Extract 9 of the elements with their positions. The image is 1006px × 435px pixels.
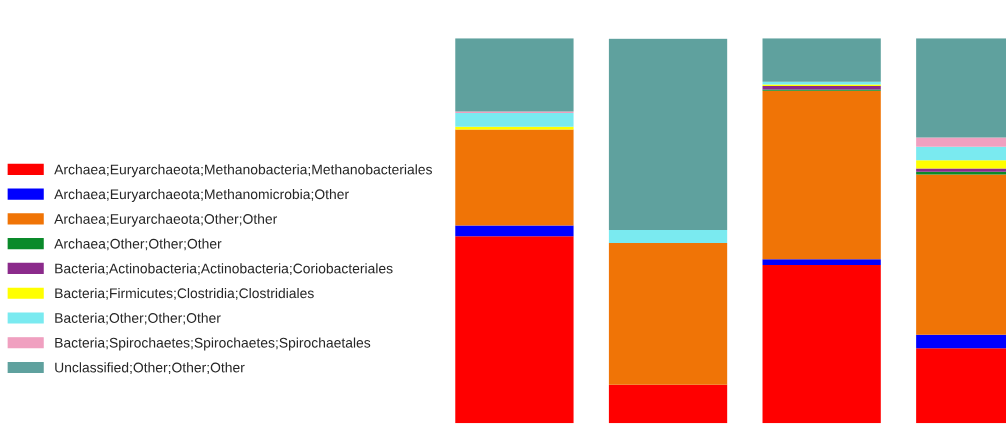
legend-label: Bacteria;Spirochaetes;Spirochaetes;Spirochaetales	[55, 337, 371, 351]
legend-label: Bacteria;Other;Other;Other	[55, 312, 221, 325]
legend-label: Archaea;Other;Other;Other	[54, 238, 222, 251]
legend-label: Bacteria;Actinobacteria;Actinobacteria;Coriobacteriales	[55, 263, 393, 276]
legend-label: Archaea;Euryarchaeota;Methanobacteria;Methanobacteriales	[54, 164, 432, 178]
legend-label: Unclassified;Other;Other;Other	[55, 362, 245, 375]
legend-label: Archaea;Euryarchaeota;Methanomicrobia;Other	[54, 188, 349, 202]
legend-label: Bacteria;Firmicutes;Clostridia;Clostridiales	[55, 287, 314, 300]
legend-label: Archaea;Euryarchaeota;Other;Other	[54, 213, 278, 227]
